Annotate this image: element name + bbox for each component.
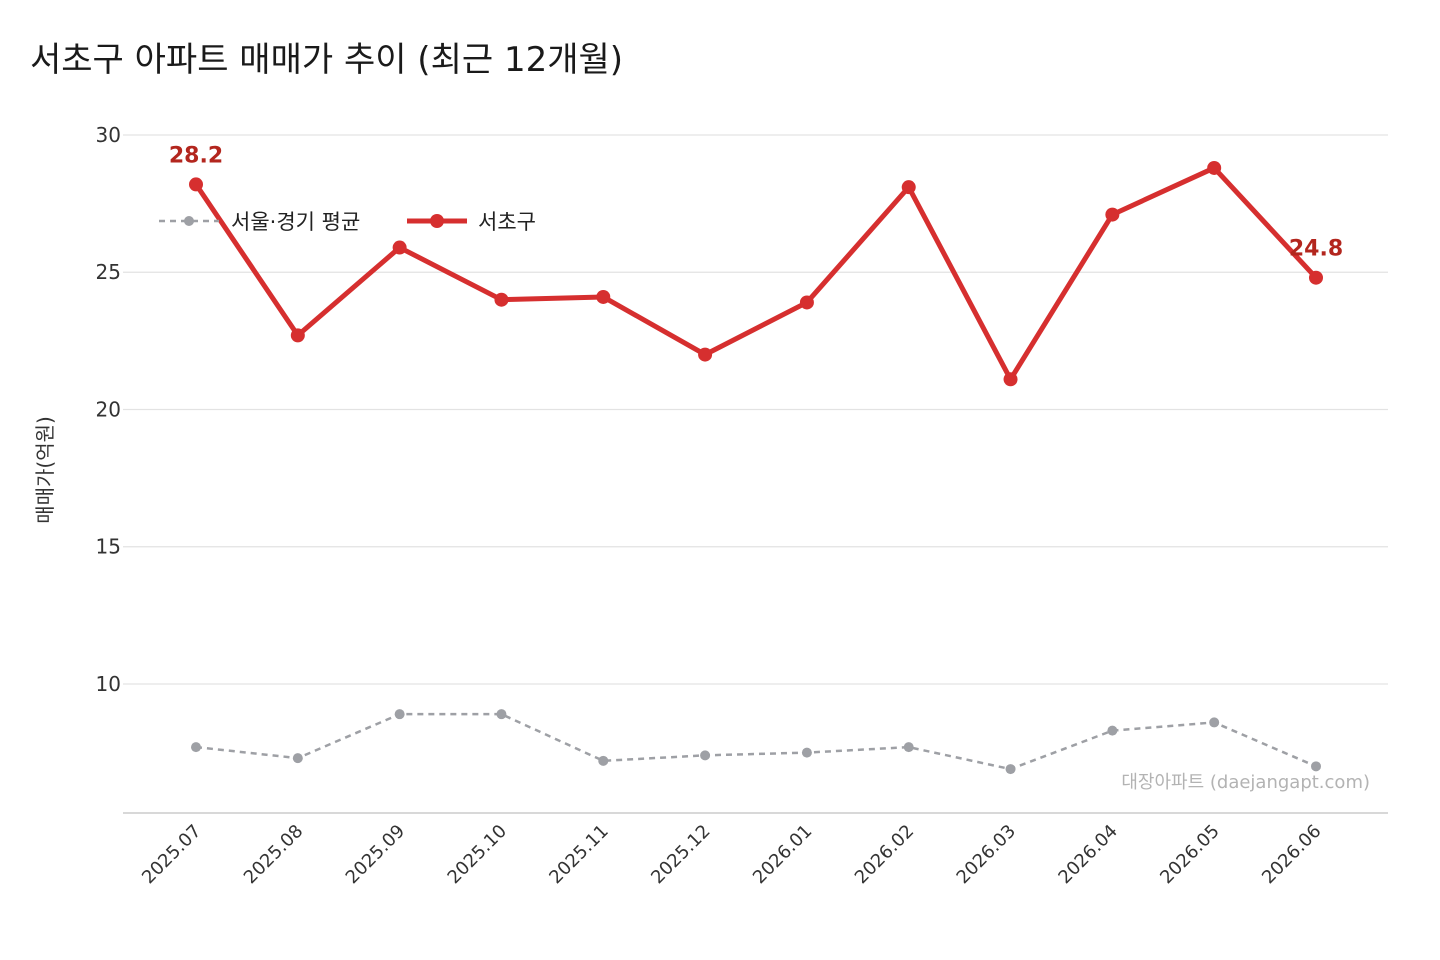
legend-swatch-marker: [430, 214, 444, 228]
data-point: [191, 742, 201, 753]
watermark-text: 대장아파트 (daejangapt.com): [1121, 772, 1370, 793]
legend: 서울·경기 평균 서초구: [159, 210, 536, 234]
data-point: [801, 747, 812, 758]
series-line-1: [193, 165, 1318, 382]
data-point: [1207, 160, 1222, 175]
data-point: [903, 742, 914, 753]
x-tick-label: 2026.05: [1156, 821, 1223, 888]
legend-label: 서울·경기 평균: [231, 210, 360, 234]
data-point: [1107, 725, 1118, 736]
chart-title: 서초구 아파트 매매가 추이 (최근 12개월): [30, 40, 624, 80]
x-tick-label: 2025.08: [240, 821, 307, 888]
data-point: [700, 750, 711, 761]
x-tick-label: 2025.09: [342, 821, 409, 888]
x-tick-label: 2026.03: [953, 821, 1020, 888]
x-tick-label: 2025.07: [138, 821, 205, 888]
data-point: [394, 709, 405, 720]
y-tick-label: 30: [96, 123, 121, 147]
data-point: [799, 295, 814, 310]
data-point: [1003, 372, 1018, 387]
series-layer: [189, 160, 1323, 775]
x-tick-label: 2026.06: [1258, 821, 1325, 888]
x-tick-label: 2026.04: [1054, 821, 1121, 888]
data-point: [292, 753, 303, 764]
data-point: [698, 347, 713, 362]
data-point: [290, 328, 305, 343]
data-label: 24.8: [1289, 237, 1343, 262]
data-label: 28.2: [169, 143, 223, 168]
x-tick-label: 2025.10: [444, 821, 511, 888]
data-point: [1005, 764, 1016, 775]
y-axis-title: 매매가(억원): [33, 416, 57, 524]
data-point: [494, 292, 509, 307]
data-point: [1105, 207, 1120, 222]
data-point: [1309, 270, 1323, 285]
data-point: [901, 180, 916, 195]
x-tick-label: 2026.02: [851, 821, 918, 888]
gridlines: [123, 134, 1388, 685]
data-point: [596, 289, 611, 304]
legend-label: 서초구: [478, 210, 536, 234]
legend-swatch-marker: [184, 216, 194, 226]
y-axis-ticks: 10 15 20 25 30: [96, 123, 121, 696]
data-point: [1209, 717, 1220, 728]
series-line-0: [195, 712, 1317, 771]
x-tick-label: 2025.11: [545, 821, 612, 888]
x-tick-label: 2025.12: [647, 821, 714, 888]
y-tick-label: 20: [96, 397, 121, 421]
y-tick-label: 25: [96, 260, 121, 284]
data-point: [392, 240, 407, 255]
data-point: [496, 709, 507, 720]
x-axis-ticks: 2025.07 2025.08 2025.09 2025.10 2025.11 2025.…: [138, 821, 1325, 888]
y-tick-label: 10: [96, 672, 121, 696]
data-point: [598, 755, 609, 766]
x-tick-label: 2026.01: [749, 821, 816, 888]
data-point: [189, 177, 203, 192]
y-tick-label: 15: [96, 535, 121, 559]
data-point: [1311, 761, 1321, 772]
data-labels: 28.2 24.8: [169, 143, 1343, 261]
